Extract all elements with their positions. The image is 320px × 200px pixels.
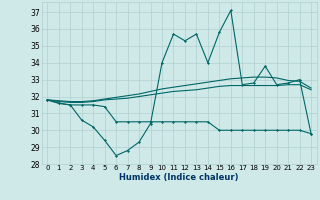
X-axis label: Humidex (Indice chaleur): Humidex (Indice chaleur) <box>119 173 239 182</box>
